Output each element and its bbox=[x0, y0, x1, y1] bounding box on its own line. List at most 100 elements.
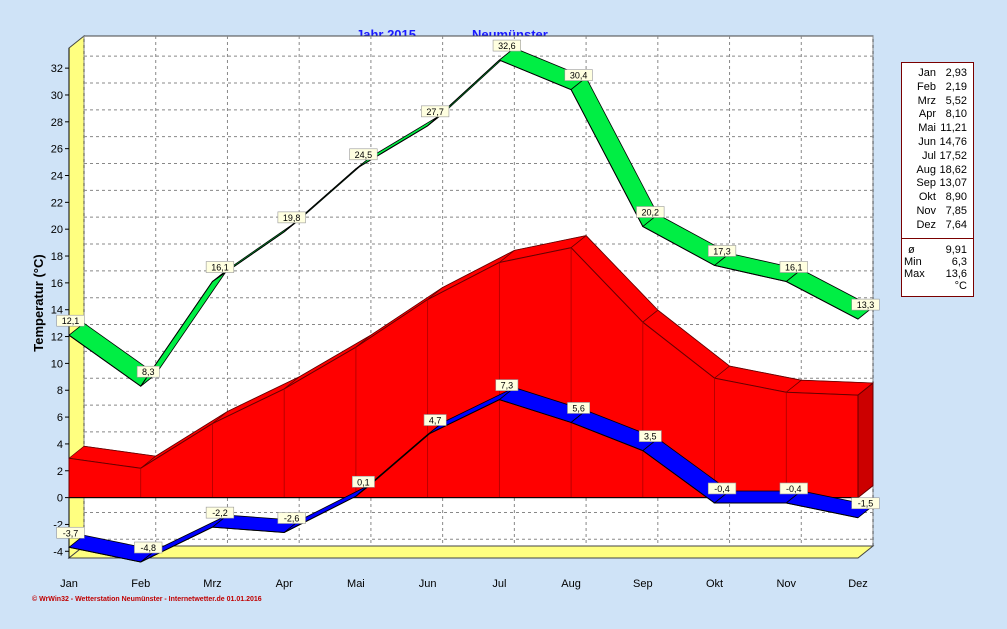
legend-row-dez: Dez 7,64 bbox=[902, 219, 973, 232]
legend-month: Nov bbox=[916, 205, 936, 217]
min-data-label: -0,4 bbox=[714, 484, 730, 494]
x-tick-label: Jul bbox=[492, 578, 506, 590]
min-data-label-box bbox=[851, 497, 880, 510]
legend-month: Feb bbox=[917, 80, 936, 93]
y-tick-label: 10 bbox=[51, 358, 63, 370]
y-tick-label: 30 bbox=[51, 90, 63, 102]
y-tick-label: 0 bbox=[57, 493, 63, 505]
max-data-label-box bbox=[564, 69, 593, 81]
max-line bbox=[68, 59, 859, 387]
min-data-label-box bbox=[567, 402, 590, 414]
max-data-label: 20,2 bbox=[642, 208, 660, 218]
min-data-label: 3,5 bbox=[644, 432, 657, 442]
legend-month: Okt bbox=[918, 191, 936, 204]
x-tick-label: Okt bbox=[706, 578, 723, 590]
y-tick-label: 8 bbox=[57, 385, 63, 397]
max-data-label: 27,7 bbox=[426, 107, 444, 117]
x-tick-label: Apr bbox=[276, 578, 293, 590]
max-data-label: 32,6 bbox=[498, 41, 516, 51]
y-tick-label: 32 bbox=[51, 63, 63, 75]
legend-row-jun: Jun 14,76 bbox=[902, 136, 973, 149]
legend-avg-row: ø 9,91 bbox=[902, 244, 973, 257]
x-tick-label: Mrz bbox=[203, 578, 221, 590]
min-data-label-box bbox=[134, 541, 163, 554]
legend-month: Aug bbox=[916, 163, 936, 176]
min-data-label-box bbox=[707, 482, 737, 495]
legend-row-apr: Apr 8,10 bbox=[902, 108, 973, 121]
legend-month: Dez bbox=[916, 218, 936, 231]
legend-unit-row: °C bbox=[902, 280, 973, 293]
y-tick-label: -2 bbox=[53, 519, 63, 531]
legend-value: 8,10 bbox=[945, 108, 967, 121]
max-data-label: 12,1 bbox=[62, 316, 80, 326]
max-data-label-box bbox=[707, 245, 737, 257]
legend-month: Jan bbox=[918, 67, 936, 79]
legend-min-label: Min bbox=[904, 256, 922, 268]
min-data-label-box bbox=[352, 475, 375, 488]
min-data-label-box bbox=[638, 430, 662, 442]
max-data-label: 8,3 bbox=[142, 367, 155, 377]
y-tick-label: 2 bbox=[57, 466, 63, 478]
y-tick-label: 28 bbox=[51, 117, 63, 129]
min-data-label-box bbox=[277, 512, 306, 524]
legend-row-feb: Feb 2,19 bbox=[902, 81, 973, 94]
y-tick-label: -4 bbox=[53, 546, 63, 558]
min-data-label: 7,3 bbox=[501, 381, 514, 391]
legend-row-sep: Sep 13,07 bbox=[902, 177, 973, 190]
max-data-label: 24,5 bbox=[355, 150, 373, 160]
legend-min-row: Min 6,3 bbox=[902, 256, 973, 269]
x-tick-label: Mai bbox=[347, 578, 365, 590]
legend-value: 14,76 bbox=[939, 136, 967, 148]
y-tick-label: 26 bbox=[51, 144, 63, 156]
legend-unit: °C bbox=[954, 280, 967, 292]
y-tick-label: 18 bbox=[51, 251, 63, 263]
y-tick-label: 24 bbox=[51, 171, 63, 183]
min-data-label-box bbox=[205, 506, 235, 519]
footer-credit: © WrWin32 - Wetterstation Neumünster - I… bbox=[32, 596, 262, 603]
legend-month: Sep bbox=[916, 177, 936, 190]
y-tick-label: 22 bbox=[51, 197, 63, 209]
x-tick-label: Feb bbox=[131, 578, 150, 590]
min-data-label: 0,1 bbox=[357, 477, 370, 487]
y-tick-label: 14 bbox=[51, 305, 63, 317]
min-data-label-box bbox=[495, 379, 519, 391]
min-data-label: 5,6 bbox=[572, 403, 585, 413]
legend-value: 18,62 bbox=[939, 163, 967, 176]
legend-row-aug: Aug 18,62 bbox=[902, 164, 973, 177]
x-tick-label: Nov bbox=[776, 578, 796, 590]
y-tick-label: 4 bbox=[57, 439, 63, 451]
legend-max-label: Max bbox=[904, 268, 925, 280]
max-data-label: 17,3 bbox=[713, 246, 731, 256]
min-data-label: 4,7 bbox=[429, 416, 442, 426]
plot-floor bbox=[67, 545, 875, 559]
legend-row-okt: Okt 8,90 bbox=[902, 191, 973, 204]
legend-value: 8,90 bbox=[945, 191, 967, 204]
legend-month: Jul bbox=[921, 149, 936, 162]
x-tick-label: Jan bbox=[60, 578, 78, 590]
min-data-label-box bbox=[423, 414, 447, 426]
legend-month: Jun bbox=[918, 136, 936, 148]
legend-value: 7,85 bbox=[945, 205, 967, 217]
max-data-label: 13,3 bbox=[857, 300, 875, 310]
min-data-label: -3,7 bbox=[63, 528, 79, 538]
legend-row-mrz: Mrz 5,52 bbox=[902, 95, 973, 108]
max-data-label: 16,1 bbox=[211, 263, 229, 273]
legend-value: 2,19 bbox=[945, 80, 967, 93]
mean-area-side bbox=[857, 382, 874, 499]
y-axis-title: Temperatur (°C) bbox=[31, 254, 46, 351]
legend-value: 11,21 bbox=[940, 122, 967, 135]
legend-row-mai: Mai 11,21 bbox=[902, 122, 973, 135]
legend-separator bbox=[902, 238, 973, 239]
legend-value: 5,52 bbox=[945, 94, 967, 107]
legend-month: Mrz bbox=[917, 94, 936, 107]
legend-row-jul: Jul 17,52 bbox=[902, 150, 973, 163]
legend-avg-value: 9,91 bbox=[945, 244, 967, 256]
max-data-label-box bbox=[205, 261, 235, 273]
x-tick-label: Aug bbox=[561, 578, 581, 590]
y-tick-label: 16 bbox=[51, 278, 63, 290]
legend-row-nov: Nov 7,85 bbox=[902, 205, 973, 218]
legend-month: Mai bbox=[918, 122, 936, 135]
y-tick-label: 20 bbox=[51, 224, 63, 236]
legend-box: Jan 2,93 Feb 2,19 Mrz 5,52 Apr 8,10 Mai 11,21 Jun 1… bbox=[901, 62, 974, 297]
